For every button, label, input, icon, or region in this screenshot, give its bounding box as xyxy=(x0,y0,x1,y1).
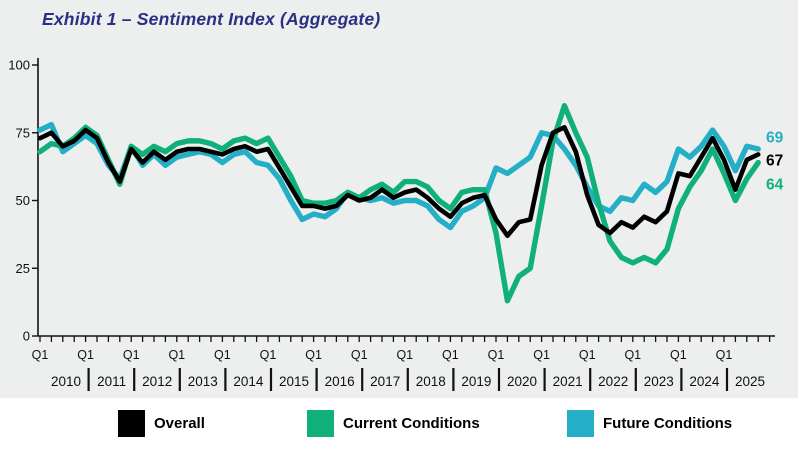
svg-text:Q1: Q1 xyxy=(624,348,641,362)
svg-text:Q1: Q1 xyxy=(305,348,322,362)
legend-item-current-conditions: Current Conditions xyxy=(307,410,480,437)
chart-title: Exhibit 1 – Sentiment Index (Aggregate) xyxy=(42,9,381,29)
svg-text:2023: 2023 xyxy=(644,374,674,389)
chart-legend: Overall Current Conditions Future Condit… xyxy=(0,398,798,449)
end-label-0: 69 xyxy=(766,130,784,147)
svg-text:Q1: Q1 xyxy=(488,348,505,362)
svg-text:Q1: Q1 xyxy=(579,348,596,362)
svg-text:Q1: Q1 xyxy=(260,348,277,362)
svg-text:Q1: Q1 xyxy=(351,348,368,362)
legend-item-overall: Overall xyxy=(118,410,205,437)
svg-text:Q1: Q1 xyxy=(716,348,733,362)
svg-text:0: 0 xyxy=(23,329,30,344)
end-label-1: 67 xyxy=(766,152,783,169)
legend-label-current-conditions: Current Conditions xyxy=(343,415,480,432)
svg-text:2022: 2022 xyxy=(598,374,628,389)
legend-swatch-overall xyxy=(118,410,145,437)
legend-label-future-conditions: Future Conditions xyxy=(603,415,733,432)
svg-text:Q1: Q1 xyxy=(670,348,687,362)
svg-text:Q1: Q1 xyxy=(533,348,550,362)
svg-text:Q1: Q1 xyxy=(214,348,231,362)
svg-text:75: 75 xyxy=(16,125,30,140)
legend-label-overall: Overall xyxy=(154,415,205,432)
svg-text:50: 50 xyxy=(16,193,30,208)
svg-text:2016: 2016 xyxy=(325,374,355,389)
svg-text:2011: 2011 xyxy=(97,374,126,389)
svg-text:2017: 2017 xyxy=(370,374,400,389)
legend-swatch-current-conditions xyxy=(307,410,334,437)
svg-text:25: 25 xyxy=(16,261,30,276)
svg-text:2012: 2012 xyxy=(142,374,172,389)
svg-text:Q1: Q1 xyxy=(442,348,459,362)
svg-text:100: 100 xyxy=(8,58,30,73)
svg-text:Q1: Q1 xyxy=(32,348,49,362)
svg-text:Q1: Q1 xyxy=(396,348,413,362)
svg-text:2025: 2025 xyxy=(735,374,765,389)
svg-text:Q1: Q1 xyxy=(123,348,140,362)
svg-text:2024: 2024 xyxy=(689,374,720,389)
end-label-2: 64 xyxy=(766,177,784,194)
svg-text:2021: 2021 xyxy=(553,374,583,389)
svg-text:2010: 2010 xyxy=(51,374,81,389)
svg-text:2013: 2013 xyxy=(188,374,218,389)
svg-text:Q1: Q1 xyxy=(77,348,94,362)
svg-text:2018: 2018 xyxy=(416,374,446,389)
legend-item-future-conditions: Future Conditions xyxy=(567,410,732,437)
svg-text:Q1: Q1 xyxy=(168,348,185,362)
sentiment-line-chart: 0255075100Q12010Q12011Q12012Q12013Q12014… xyxy=(8,58,784,391)
chart-plot-region: Exhibit 1 – Sentiment Index (Aggregate) … xyxy=(0,0,798,398)
svg-text:2015: 2015 xyxy=(279,374,309,389)
svg-text:2019: 2019 xyxy=(461,374,491,389)
legend-swatch-future-conditions xyxy=(567,410,594,437)
svg-text:2020: 2020 xyxy=(507,374,537,389)
svg-text:2014: 2014 xyxy=(233,374,264,389)
